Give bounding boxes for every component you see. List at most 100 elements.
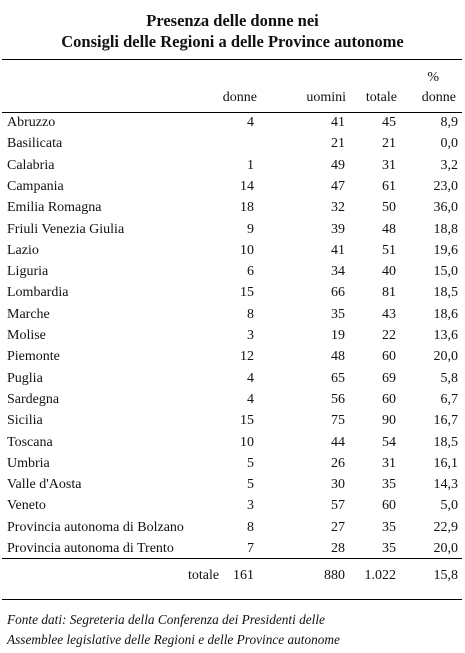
source-divider [2, 599, 462, 600]
table-row: Provincia autonoma di Bolzano 8 27 35 22,9 [0, 518, 465, 539]
table-row: Marche 8 35 43 18,6 [0, 305, 465, 326]
source-line-1: Fonte dati: Segreteria della Conferenza … [7, 612, 325, 627]
totals-label: totale [188, 568, 220, 583]
table-row: Friuli Venezia Giulia 9 39 48 18,8 [0, 220, 465, 241]
table-row: Provincia autonoma di Trento 7 28 35 20,0 [0, 539, 465, 560]
header-pct-symbol: % [427, 70, 439, 85]
row-donne-value: 3 [247, 328, 254, 343]
row-pct-value: 20,0 [433, 349, 459, 365]
row-donne-value: 3 [247, 498, 254, 514]
table-title: Presenza delle donne nei Consigli delle … [0, 10, 465, 52]
header-totale: totale [365, 90, 397, 105]
row-uomini-value: 27 [331, 519, 345, 535]
row-pct-value: 16,7 [433, 413, 459, 429]
row-pct-value: 18,5 [433, 434, 459, 450]
row-totale-value: 69 [382, 370, 396, 386]
row-region-name: Campania [7, 178, 64, 194]
table-row: Molise 3 19 22 13,6 [0, 326, 465, 347]
row-donne-value: 18 [240, 200, 254, 216]
row-totale-value: 51 [382, 242, 396, 258]
row-donne-value: 4 [247, 370, 254, 386]
row-totale-value: 60 [382, 498, 396, 514]
totals-totale: 1.022 [364, 568, 397, 583]
source-note: Fonte dati: Segreteria della Conferenza … [7, 610, 462, 650]
row-region-name: Friuli Venezia Giulia [7, 221, 125, 237]
row-pct-value: 6,7 [440, 391, 459, 407]
table-row: Emilia Romagna 18 32 50 36,0 [0, 198, 465, 219]
row-pct-value: 8,9 [440, 115, 459, 130]
row-pct-value: 5,8 [440, 370, 459, 386]
row-uomini-value: 47 [331, 178, 345, 194]
table-row: Umbria 5 26 31 16,1 [0, 454, 465, 475]
table-row: Calabria 1 49 31 3,2 [0, 156, 465, 177]
row-pct-value: 20,0 [433, 541, 459, 556]
row-pct-value: 18,8 [433, 221, 459, 237]
row-totale-value: 43 [382, 306, 396, 322]
row-totale-value: 45 [382, 115, 396, 130]
header-divider [2, 112, 462, 113]
row-region-name: Provincia autonoma di Bolzano [7, 519, 184, 535]
row-donne-value: 12 [240, 349, 254, 365]
row-donne-value: 15 [240, 285, 254, 301]
top-divider [2, 59, 462, 60]
row-pct-value: 0,0 [440, 136, 459, 152]
table-row: Veneto 3 57 60 5,0 [0, 496, 465, 517]
table-row: Toscana 10 44 54 18,5 [0, 433, 465, 454]
row-uomini-value: 49 [331, 157, 345, 173]
row-pct-value: 23,0 [433, 178, 459, 194]
row-uomini-value: 19 [331, 328, 345, 343]
row-totale-value: 35 [382, 477, 396, 493]
table-row: Sicilia 15 75 90 16,7 [0, 411, 465, 432]
totals-pct: 15,8 [433, 568, 459, 583]
row-totale-value: 35 [382, 541, 396, 556]
row-uomini-value: 66 [331, 285, 345, 301]
row-donne-value: 6 [247, 264, 254, 280]
row-uomini-value: 57 [331, 498, 345, 514]
row-donne-value: 4 [247, 115, 254, 130]
row-donne-value: 8 [247, 519, 254, 535]
totals-divider [2, 558, 462, 559]
row-region-name: Umbria [7, 455, 50, 471]
table-row: Liguria 6 34 40 15,0 [0, 262, 465, 283]
row-uomini-value: 32 [331, 200, 345, 216]
row-uomini-value: 65 [331, 370, 345, 386]
row-region-name: Lombardia [7, 285, 69, 301]
row-pct-value: 5,0 [440, 498, 459, 514]
table-row: Puglia 4 65 69 5,8 [0, 369, 465, 390]
row-region-name: Piemonte [7, 349, 60, 365]
row-uomini-value: 41 [331, 115, 345, 130]
row-totale-value: 81 [382, 285, 396, 301]
row-region-name: Calabria [7, 157, 55, 173]
title-line-1: Presenza delle donne nei [146, 11, 319, 30]
row-totale-value: 31 [382, 157, 396, 173]
title-line-2: Consigli delle Regioni a delle Province … [61, 32, 404, 51]
row-pct-value: 13,6 [433, 328, 459, 343]
row-uomini-value: 75 [331, 413, 345, 429]
row-uomini-value: 26 [331, 455, 345, 471]
row-donne-value: 10 [240, 242, 254, 258]
row-donne-value: 10 [240, 434, 254, 450]
row-totale-value: 35 [382, 519, 396, 535]
row-region-name: Sardegna [7, 391, 60, 407]
row-region-name: Basilicata [7, 136, 63, 152]
row-region-name: Emilia Romagna [7, 200, 102, 216]
row-pct-value: 3,2 [440, 157, 459, 173]
row-donne-value: 15 [240, 413, 254, 429]
row-totale-value: 31 [382, 455, 396, 471]
row-donne-value: 1 [247, 157, 254, 173]
row-uomini-value: 48 [331, 349, 345, 365]
row-donne-value: 4 [247, 391, 254, 407]
row-uomini-value: 30 [331, 477, 345, 493]
totals-uomini: 880 [324, 568, 345, 583]
row-region-name: Liguria [7, 264, 49, 280]
row-pct-value: 18,6 [433, 306, 459, 322]
table-row: Lazio 10 41 51 19,6 [0, 241, 465, 262]
row-region-name: Sicilia [7, 413, 43, 429]
row-uomini-value: 34 [331, 264, 345, 280]
table-row: Piemonte 12 48 60 20,0 [0, 347, 465, 368]
row-donne-value: 7 [247, 541, 254, 556]
row-uomini-value: 41 [331, 242, 345, 258]
table-row: Abruzzo 4 41 45 8,9 [0, 113, 465, 134]
row-region-name: Marche [7, 306, 50, 322]
row-donne-value: 5 [247, 455, 254, 471]
